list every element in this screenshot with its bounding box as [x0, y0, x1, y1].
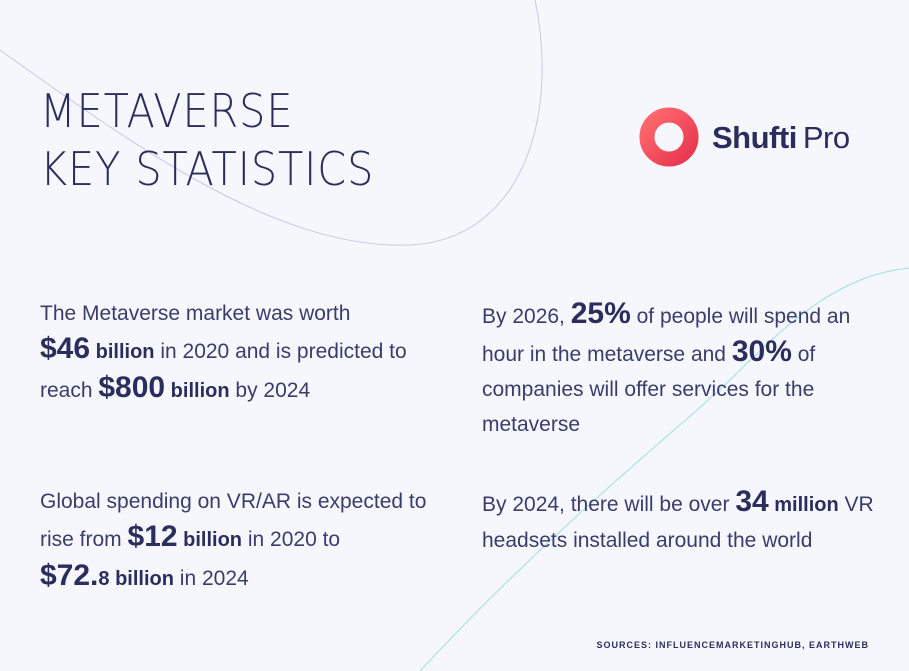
page-title: METAVERSE KEY STATISTICS: [40, 82, 374, 198]
stat-text: in 2024: [173, 567, 249, 590]
stat-value-30-percent: 30%: [731, 335, 792, 368]
stat-value-46: $46: [40, 332, 91, 365]
stat-text: By 2024, there will be over: [482, 493, 736, 516]
stat-value-34: 34: [735, 485, 769, 518]
stat-unit: billion: [177, 529, 243, 551]
stat-text: The Metaverse market was worth: [40, 302, 351, 325]
stat-text: by 2024: [229, 379, 311, 402]
stat-market-value: The Metaverse market was worth $46 billi…: [40, 296, 440, 409]
title-line-1: METAVERSE: [40, 84, 294, 138]
stat-unit: billion: [90, 341, 155, 363]
stat-value-800: $800: [98, 371, 166, 404]
stat-unit: 8 billion: [98, 568, 174, 590]
logo-ring-icon: [639, 107, 699, 167]
stat-text: of people will spend an hour in the meta…: [482, 305, 851, 366]
stat-value-12: $12: [127, 520, 178, 553]
stat-value-25-percent: 25%: [570, 297, 631, 330]
logo-brand-part2: Pro: [802, 120, 850, 155]
stat-text: of companies will offer services for the…: [482, 343, 816, 436]
stat-text: VR headsets installed around the world: [482, 493, 874, 552]
logo-brand-part1: Shufti: [712, 120, 797, 155]
logo-text: Shufti Pro: [712, 120, 850, 156]
stat-text: in 2020 to: [242, 528, 341, 551]
stat-text: in 2020 and is predicted to reach: [40, 340, 407, 402]
stat-value-72: $72.: [40, 559, 99, 592]
shufti-pro-logo: Shufti Pro: [638, 106, 878, 168]
stat-metaverse-time: By 2026, 25% of people will spend an hou…: [482, 296, 882, 442]
stat-text: Global spending on VR/AR is expected to …: [40, 490, 427, 551]
stat-unit: billion: [165, 380, 230, 402]
stat-text: By 2026,: [482, 305, 571, 328]
sources-note: SOURCES: INFLUENCEMARKETINGHUB, EARTHWEB: [596, 640, 869, 650]
stat-vr-headsets: By 2024, there will be over 34 million V…: [482, 484, 882, 558]
stat-unit: million: [768, 494, 839, 516]
stat-vr-ar-spending: Global spending on VR/AR is expected to …: [40, 484, 440, 597]
title-line-2: KEY STATISTICS: [40, 142, 375, 196]
